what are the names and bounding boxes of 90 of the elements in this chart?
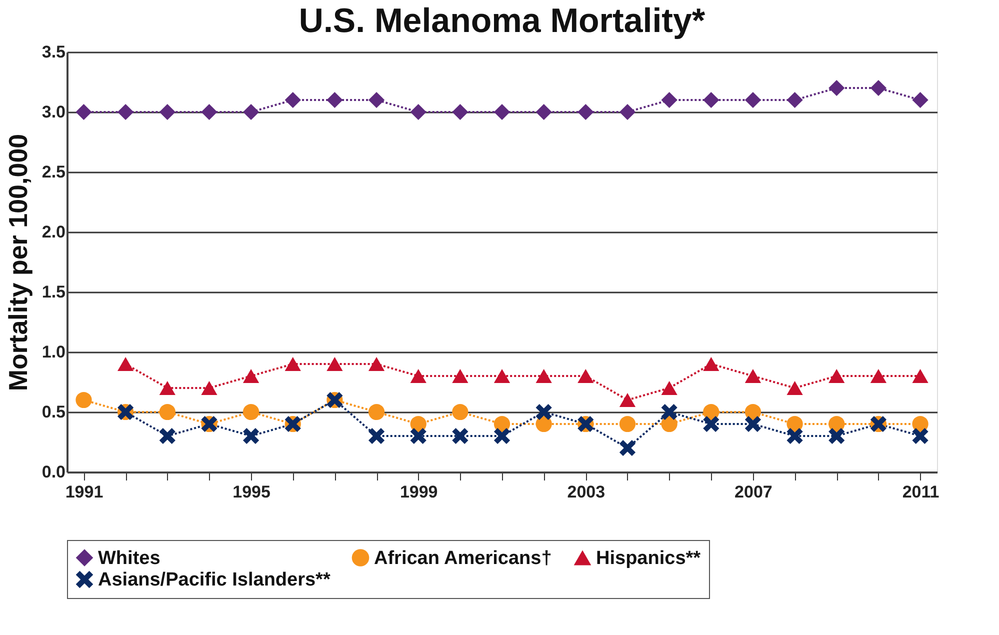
point — [494, 428, 510, 444]
point — [76, 104, 92, 120]
point — [368, 428, 385, 444]
point — [159, 404, 176, 420]
point — [326, 357, 343, 371]
point — [159, 381, 176, 395]
point — [578, 104, 594, 120]
point — [242, 404, 260, 420]
point — [619, 104, 636, 120]
legend-label: African Americans† — [374, 548, 552, 569]
point — [912, 369, 928, 383]
point — [912, 92, 928, 108]
point — [159, 428, 176, 444]
point — [410, 369, 426, 383]
point — [661, 404, 678, 420]
point — [870, 80, 887, 96]
point — [870, 369, 887, 383]
point — [494, 104, 510, 120]
y-tick-label: 0.0 — [42, 462, 66, 482]
point — [661, 416, 678, 432]
legend-label: Hispanics** — [596, 548, 702, 569]
x-tick-label: 1995 — [232, 482, 270, 502]
point — [912, 416, 928, 432]
point — [410, 416, 426, 432]
point — [201, 104, 218, 120]
point — [661, 92, 678, 108]
point — [326, 92, 343, 108]
point — [703, 92, 720, 108]
point — [828, 416, 845, 432]
point — [76, 392, 92, 408]
point — [117, 104, 134, 120]
point — [242, 369, 260, 383]
point — [536, 416, 552, 432]
point — [744, 92, 762, 108]
y-tick-label: 3.5 — [42, 42, 66, 62]
y-axis-title: Mortality per 100,000 — [2, 134, 33, 392]
y-tick-label: 3.0 — [42, 102, 66, 122]
point — [578, 369, 594, 383]
x-tick-label: 2003 — [567, 482, 606, 502]
legend-label: Asians/Pacific Islanders** — [98, 570, 331, 590]
point — [786, 428, 803, 444]
point — [452, 428, 468, 444]
point — [452, 369, 468, 383]
point — [912, 428, 928, 444]
x-tick-label: 2007 — [734, 482, 772, 502]
point — [828, 369, 845, 383]
point — [703, 416, 720, 432]
point — [284, 92, 301, 108]
chart-title: U.S. Melanoma Mortality* — [298, 2, 706, 40]
point — [201, 381, 218, 395]
point — [494, 416, 510, 432]
point — [242, 428, 260, 444]
point — [536, 404, 552, 420]
point — [744, 404, 762, 420]
point — [703, 357, 720, 371]
point — [619, 393, 636, 407]
x-tick-label: 2011 — [902, 482, 940, 502]
point — [744, 416, 762, 432]
point — [410, 428, 426, 444]
y-tick-label: 2.5 — [42, 162, 66, 182]
point — [828, 428, 845, 444]
point — [368, 357, 385, 371]
legend-label: Whites — [98, 548, 160, 569]
point — [536, 369, 552, 383]
point — [368, 404, 385, 420]
point — [744, 369, 762, 383]
point — [786, 92, 803, 108]
point — [786, 381, 803, 395]
point — [242, 104, 260, 120]
point — [661, 381, 678, 395]
point — [410, 104, 426, 120]
y-tick-label: 1.5 — [42, 282, 66, 302]
x-tick-label: 1999 — [400, 482, 438, 502]
point — [536, 104, 552, 120]
point — [368, 92, 385, 108]
y-tick-label: 2.0 — [42, 222, 66, 242]
point — [452, 104, 468, 120]
point — [284, 357, 301, 371]
point — [159, 104, 176, 120]
point — [117, 357, 134, 371]
point — [786, 416, 803, 432]
point — [494, 369, 510, 383]
point — [703, 404, 720, 420]
y-tick-label: 1.0 — [42, 342, 66, 362]
point — [452, 404, 468, 420]
x-tick-label: 1991 — [65, 482, 104, 502]
y-tick-label: 0.5 — [42, 402, 66, 422]
point — [619, 440, 636, 456]
point — [828, 80, 845, 96]
point — [619, 416, 636, 432]
